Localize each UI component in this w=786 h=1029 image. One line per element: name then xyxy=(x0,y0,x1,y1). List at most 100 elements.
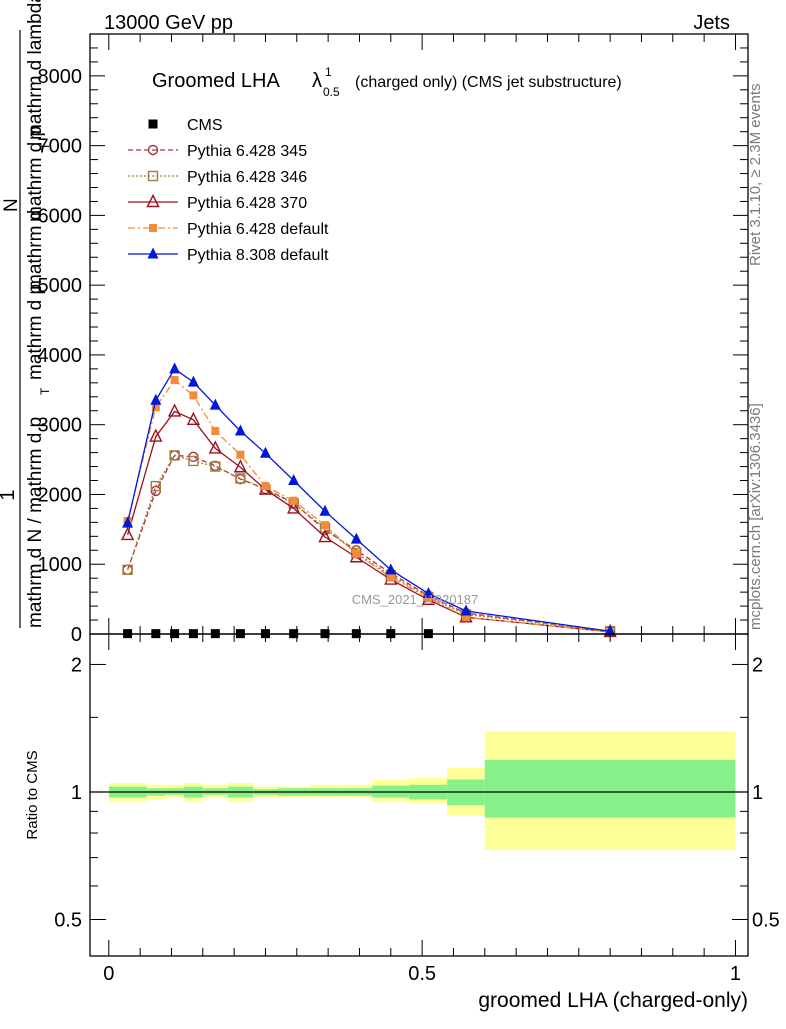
y-axis-label-main: 1 mathrm d N / mathrm d p T mathrm d p m… xyxy=(0,0,52,628)
legend-item-py346: Pythia 6.428 346 xyxy=(128,169,307,186)
y-tick-label: 2000 xyxy=(38,484,83,506)
y-tick-label: 3000 xyxy=(38,415,83,437)
ratio-y-tick-label-right: 0.5 xyxy=(752,909,780,931)
data-point-py8def xyxy=(385,563,397,575)
series-py346 xyxy=(122,450,616,637)
rivet-label: Rivet 3.1.10, ≥ 2.3M events xyxy=(747,84,764,267)
legend-marker xyxy=(147,170,159,182)
ratio-band-inner xyxy=(484,759,736,818)
legend-item-py370: Pythia 6.428 370 xyxy=(128,193,307,212)
legend-marker xyxy=(149,224,157,232)
title-sub: 0.5 xyxy=(323,85,340,99)
data-point-py6def xyxy=(236,450,245,459)
header-right: Jets xyxy=(693,12,730,34)
data-point-py346 xyxy=(169,450,180,461)
legend-item-py6def: Pythia 6.428 default xyxy=(128,221,329,238)
data-point-py8def xyxy=(234,424,246,436)
data-point-py8def xyxy=(604,624,616,636)
y-tick-label: 0 xyxy=(71,624,82,646)
data-point-py8def xyxy=(150,393,162,405)
ylabel-numerator-n: N xyxy=(1,198,22,212)
data-point-py6def xyxy=(261,482,270,491)
data-point-py8def xyxy=(319,504,331,516)
y-tick-label: 1000 xyxy=(38,554,83,576)
legend-item-py345: Pythia 6.428 345 xyxy=(128,143,307,160)
y-tick-label: 8000 xyxy=(38,66,83,88)
legend-marker xyxy=(147,144,159,156)
ratio-panel: 0 0.5 1 0.5 0.5 1 1 2 2 xyxy=(54,633,780,985)
legend-label: Pythia 8.308 default xyxy=(187,247,329,264)
data-point-py6def xyxy=(352,549,361,558)
ratio-y-tick-label: 2 xyxy=(71,654,82,676)
ylabel-denominator: mathrm d N / mathrm d p xyxy=(25,417,46,628)
data-point-py6def xyxy=(462,613,470,622)
data-point-py8def xyxy=(460,604,472,616)
data-point-py346 xyxy=(210,461,221,472)
legend-label: Pythia 6.428 345 xyxy=(187,143,307,160)
ylabel-one: 1 xyxy=(0,489,19,500)
series-line-py346 xyxy=(126,454,611,632)
legend-marker xyxy=(147,247,159,259)
ylabel-denominator-t: T xyxy=(38,387,52,395)
y-tick-label: 5000 xyxy=(38,275,83,297)
data-point-py8def xyxy=(350,532,362,544)
x-tick-label: 0.5 xyxy=(408,963,436,985)
legend-marker xyxy=(146,193,160,208)
plot-title: Groomed LHA λ 1 0.5 (charged only) (CMS … xyxy=(152,65,622,99)
data-point-py8def xyxy=(422,587,434,599)
ratio-y-tick-label: 0.5 xyxy=(54,909,82,931)
data-point-py6def xyxy=(189,391,198,400)
data-point-py8def xyxy=(122,516,134,528)
ratio-frame xyxy=(89,633,749,957)
data-point-py346 xyxy=(150,480,162,492)
data-point-py370 xyxy=(167,403,182,417)
ylabel-denominator-tail: mathrm d p xyxy=(25,284,46,380)
x-axis-label: groomed LHA (charged-only) xyxy=(478,989,748,1012)
legend: CMS Pythia 6.428 345 Pythia 6.428 346 Pythi… xyxy=(128,117,329,264)
data-point-py8def xyxy=(259,446,271,458)
ylabel-numerator: mathrm d xyxy=(25,210,46,290)
legend-item-cms: CMS xyxy=(148,117,223,134)
series-line-py345 xyxy=(126,454,611,632)
data-point-py6def xyxy=(289,496,298,505)
data-point-py370 xyxy=(120,526,135,541)
series-py345 xyxy=(122,450,616,637)
legend-label: Pythia 6.428 default xyxy=(187,221,329,238)
legend-label: Pythia 6.428 370 xyxy=(187,195,307,212)
data-point-py8def xyxy=(288,474,300,486)
title-lambda: λ xyxy=(312,70,322,92)
data-point-py370 xyxy=(233,459,248,473)
title-main: Groomed LHA xyxy=(152,70,280,92)
data-point-py8def xyxy=(169,362,181,374)
ylabel-numerator-t: T xyxy=(38,142,52,150)
data-point-py6def xyxy=(151,403,160,412)
legend-label: CMS xyxy=(187,117,223,134)
mcplots-label: mcplots.cern.ch [arXiv:1306.3436] xyxy=(747,403,764,630)
y-tick-label: 7000 xyxy=(38,136,83,158)
data-point-py6def xyxy=(170,376,179,385)
ylabel-numerator-tail: mathrm d p xyxy=(25,126,46,222)
data-point-py370 xyxy=(208,440,222,454)
ylabel-numerator-end: mathrm d lambda xyxy=(25,0,46,140)
title-sup: 1 xyxy=(325,65,332,79)
y-axis-label-ratio: Ratio to CMS xyxy=(24,750,41,839)
data-point-py370 xyxy=(186,411,201,426)
series-py8def xyxy=(122,362,616,636)
series-line-py370 xyxy=(126,410,611,633)
legend-item-py8def: Pythia 8.308 default xyxy=(128,247,329,264)
legend-marker xyxy=(148,119,158,129)
data-point-py8def xyxy=(187,375,199,387)
header-left: 13000 GeV pp xyxy=(104,12,233,34)
x-tick-label: 0 xyxy=(103,963,114,985)
data-point-py346 xyxy=(188,455,199,467)
main-panel: 0 1000 2000 3000 4000 5000 6000 7000 8000 xyxy=(38,33,749,646)
ratio-y-tick-label-right: 1 xyxy=(752,782,763,804)
title-suffix: (charged only) (CMS jet substructure) xyxy=(355,74,622,91)
data-point-py6def xyxy=(386,573,395,582)
data-point-py370 xyxy=(149,428,163,442)
data-point-py6def xyxy=(321,521,329,530)
watermark: CMS_2021_I1920187 xyxy=(352,592,479,607)
data-point-py6def xyxy=(211,426,220,435)
y-tick-label: 4000 xyxy=(38,345,83,367)
